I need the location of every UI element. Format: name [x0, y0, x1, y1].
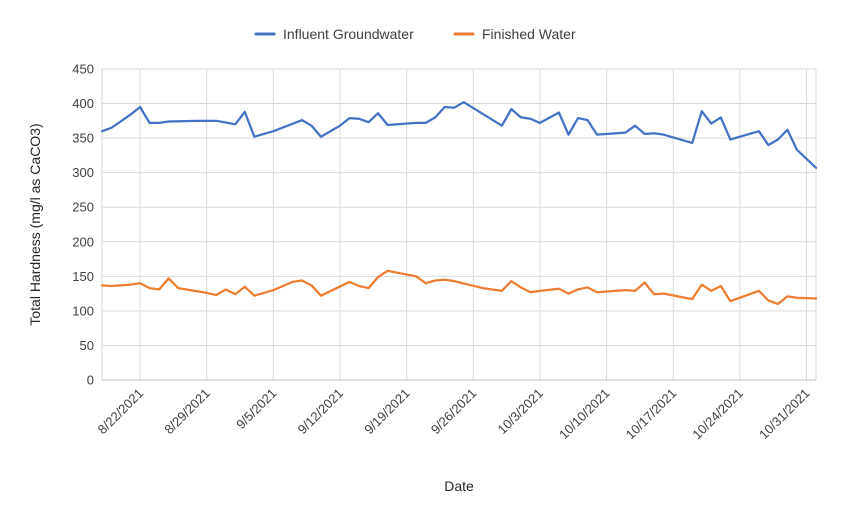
series-line-finished-water	[100, 269, 818, 306]
y-tick-label: 0	[87, 373, 94, 388]
x-axis-title: Date	[444, 478, 474, 494]
y-tick-label: 50	[80, 338, 94, 353]
y-tick-label: 200	[72, 234, 94, 249]
x-tick-label: 10/31/2021	[756, 386, 813, 443]
x-axis-ticks: 8/22/2021 8/29/2021 9/5/2021 9/12/2021 9/19/…	[95, 386, 813, 443]
y-tick-label: 450	[72, 62, 94, 77]
x-tick-label: 10/10/2021	[556, 386, 613, 443]
x-tick-label: 9/19/2021	[361, 386, 413, 438]
legend-label-influent-groundwater: Influent Groundwater	[283, 26, 414, 42]
legend-label-finished-water: Finished Water	[482, 26, 576, 42]
x-tick-label: 9/5/2021	[233, 386, 279, 432]
gridlines	[101, 68, 817, 380]
x-tick-label: 10/3/2021	[495, 386, 547, 438]
x-tick-label: 8/29/2021	[161, 386, 213, 438]
x-tick-label: 10/17/2021	[623, 386, 680, 443]
x-tick-label: 8/22/2021	[95, 386, 147, 438]
x-tick-label: 10/24/2021	[689, 386, 746, 443]
y-tick-label: 400	[72, 96, 94, 111]
y-tick-label: 100	[72, 303, 94, 318]
series-lines	[100, 101, 818, 306]
y-axis-ticks: 0 50 100 150 200 250 300 350 400 450	[72, 62, 94, 388]
y-tick-label: 300	[72, 165, 94, 180]
x-tick-label: 9/12/2021	[295, 386, 347, 438]
x-tick-label: 9/26/2021	[428, 386, 480, 438]
y-tick-label: 150	[72, 269, 94, 284]
y-tick-label: 250	[72, 200, 94, 215]
series-line-influent-groundwater	[100, 101, 818, 169]
legend: Influent Groundwater Finished Water	[254, 26, 576, 42]
y-tick-label: 350	[72, 131, 94, 146]
y-axis-title: Total Hardness (mg/l as CaCO3)	[27, 123, 43, 325]
